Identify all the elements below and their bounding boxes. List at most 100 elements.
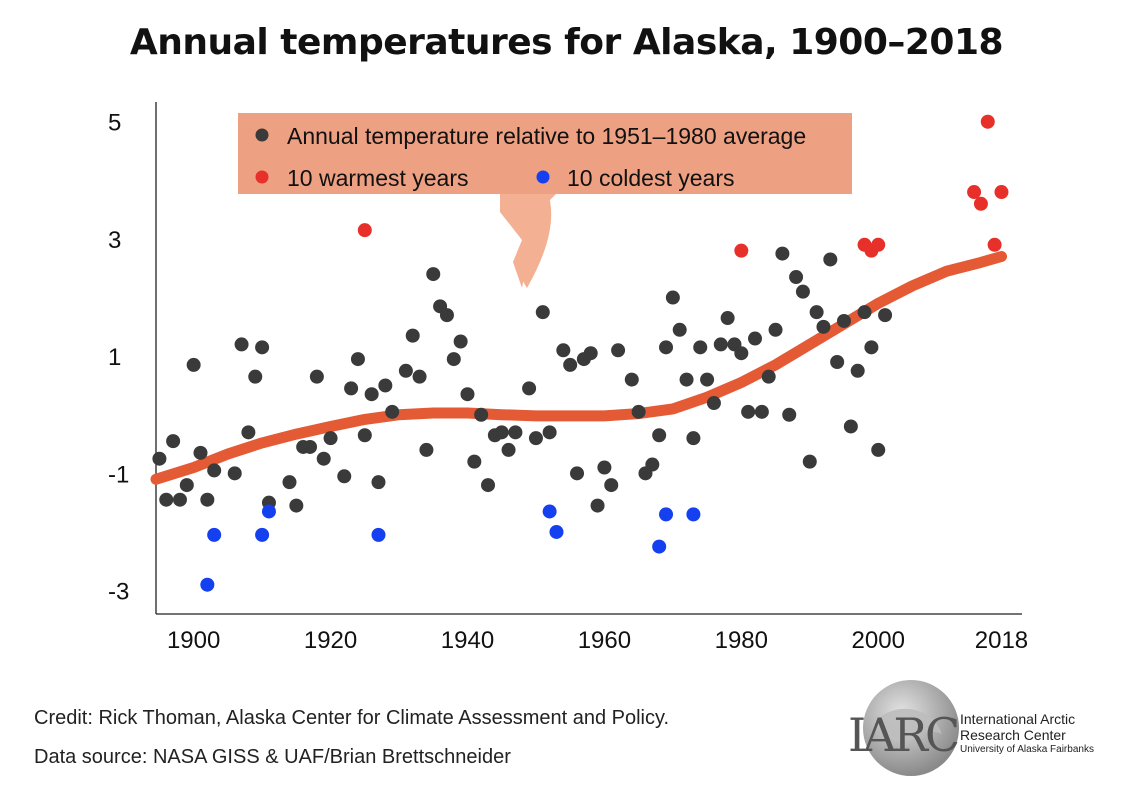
x-tick-label: 1920	[304, 627, 357, 654]
annual-temp-point	[234, 337, 249, 352]
annual-temp-point	[241, 425, 256, 440]
logo-line3: University of Alaska Fairbanks	[960, 744, 1094, 755]
data-source-text: Data source: NASA GISS & UAF/Brian Brett…	[34, 746, 511, 768]
warm-year-point	[871, 237, 886, 252]
annual-temp-point	[823, 252, 838, 267]
annual-temp-point	[186, 357, 201, 372]
annual-temp-point	[439, 308, 454, 323]
annual-temp-point	[378, 378, 393, 393]
annual-temp-point	[152, 451, 167, 466]
cold-year-point	[542, 504, 557, 519]
warm-year-point	[973, 196, 988, 211]
warm-year-point	[967, 185, 982, 200]
annual-temp-point	[357, 428, 372, 443]
annual-temp-point	[597, 460, 612, 475]
legend-arrow-curve	[515, 193, 552, 288]
cold-year-point	[255, 527, 270, 542]
annual-temp-point	[604, 478, 619, 493]
annual-temp-point	[665, 290, 680, 305]
chart-title: Annual temperatures for Alaska, 1900–201…	[129, 22, 1004, 63]
cold-year-point	[371, 527, 386, 542]
annual-temp-point	[563, 357, 578, 372]
annual-temp-point	[631, 404, 646, 419]
logo-mark: IARC	[848, 708, 958, 762]
annual-temp-point	[398, 363, 413, 378]
annual-temp-point	[467, 454, 482, 469]
credit-text: Credit: Rick Thoman, Alaska Center for C…	[34, 707, 670, 729]
annual-temp-point	[830, 355, 845, 369]
x-tick-label: 1980	[715, 627, 768, 654]
annual-temp-point	[679, 372, 694, 387]
annual-temp-point	[453, 334, 468, 349]
trend-line-layer	[150, 251, 1007, 485]
x-tick-label: 2018	[975, 627, 1028, 654]
annual-temp-point	[460, 387, 475, 402]
annual-temp-point	[289, 498, 304, 513]
annual-temp-point	[652, 428, 667, 443]
annual-temp-point	[446, 352, 461, 367]
y-tick-label: 5	[108, 110, 121, 137]
y-tick-label: 1	[108, 344, 121, 371]
logo-line1: International Arctic	[960, 711, 1076, 727]
annual-temp-point	[227, 466, 242, 481]
annual-temp-point	[754, 404, 769, 419]
annual-temp-point	[419, 442, 434, 457]
annual-temp-point	[611, 343, 626, 358]
warm-year-point	[987, 237, 1002, 252]
annual-temp-point	[686, 431, 701, 446]
annual-temp-point	[344, 381, 359, 396]
warm-year-point	[980, 114, 995, 129]
legend-marker	[255, 128, 269, 142]
annual-temp-point	[734, 346, 749, 361]
trend-line	[150, 251, 1007, 485]
annual-temp-point	[789, 270, 804, 285]
annual-temp-point	[494, 425, 509, 440]
annual-temp-point	[748, 331, 763, 346]
annual-temp-point	[556, 343, 571, 358]
annual-temp-point	[659, 340, 674, 355]
annual-temp-point	[535, 305, 550, 320]
annual-temp-point	[720, 311, 735, 326]
annual-temp-point	[350, 352, 365, 367]
legend-label: 10 warmest years	[287, 165, 469, 191]
annual-temp-point	[672, 322, 687, 337]
annual-temp-point	[426, 267, 441, 282]
cold-year-point	[207, 527, 222, 542]
cold-year-point	[686, 507, 701, 522]
annual-temp-point	[528, 431, 543, 446]
annual-temp-point	[816, 319, 831, 334]
axes: 5 3 1 -1 -3 1900 1920 1940 1960 1980 2000 2018	[108, 102, 1028, 654]
annual-temp-point	[741, 404, 756, 419]
legend-marker	[255, 170, 269, 184]
y-tick-label: -3	[108, 579, 129, 606]
annual-temp-point	[522, 381, 537, 396]
annual-temp-point	[864, 340, 879, 355]
annual-temp-point	[207, 463, 222, 478]
warm-year-point	[994, 185, 1009, 200]
annual-temp-point	[700, 372, 715, 387]
annual-temp-point	[323, 431, 338, 446]
annual-temp-point	[706, 396, 721, 411]
annual-temp-point	[501, 442, 516, 457]
annual-temp-point	[481, 478, 496, 493]
warm-year-point	[357, 223, 372, 238]
x-tick-label: 2000	[852, 627, 905, 654]
annual-temp-point	[364, 387, 379, 402]
annual-temp-point	[713, 337, 728, 352]
annual-temp-point	[809, 305, 824, 320]
annual-temp-point	[193, 445, 208, 460]
annual-temp-point	[309, 369, 324, 384]
annual-temp-point	[645, 457, 660, 472]
annual-temp-point	[179, 478, 194, 493]
annual-temp-point	[871, 442, 886, 457]
annual-temp-point	[761, 369, 776, 384]
annual-temp-point	[570, 466, 585, 481]
annual-temp-point	[583, 346, 598, 361]
annual-temp-point	[412, 369, 427, 384]
annual-temp-point	[857, 305, 872, 320]
annual-temp-point	[248, 369, 263, 384]
annual-temp-point	[405, 328, 420, 343]
annual-temp-point	[371, 475, 386, 490]
annual-temp-point	[624, 372, 639, 387]
cold-year-point	[200, 577, 215, 592]
